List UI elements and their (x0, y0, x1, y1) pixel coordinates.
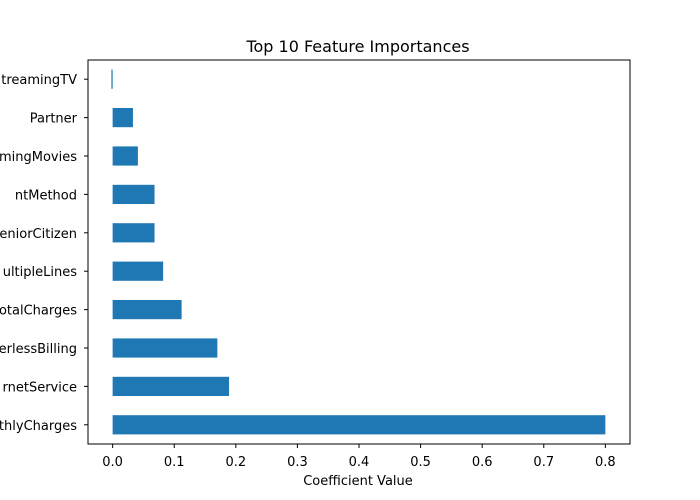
plot-frame (87, 59, 631, 445)
bar-multiplelines (112, 261, 164, 281)
y-tick-label: thlyCharges (0, 419, 77, 434)
bar-internetservice (112, 376, 230, 396)
y-tick-label: otalCharges (0, 304, 77, 319)
x-tick-label: 0.4 (349, 455, 370, 470)
bar-streamingtv (111, 69, 113, 89)
chart-title: Top 10 Feature Importances (245, 37, 469, 56)
bar-totalcharges (112, 300, 182, 320)
x-tick-label: 0.8 (595, 455, 616, 470)
y-tick-label: ultipleLines (3, 265, 78, 280)
y-axis: thlyCharges rnetService erlessBilling otalC… (0, 73, 88, 434)
bar-monthlycharges (112, 415, 606, 435)
x-tick-label: 0.2 (225, 455, 246, 470)
x-tick-label: 0.5 (410, 455, 431, 470)
bar-paperlessbilling (112, 338, 218, 358)
x-axis: 0.0 0.1 0.2 0.3 0.4 0.5 0.6 0.7 0.8 (102, 444, 616, 470)
x-tick-label: 0.7 (533, 455, 554, 470)
y-tick-label: Partner (30, 112, 78, 127)
y-tick-label: mingMovies (0, 150, 77, 165)
bars-group (111, 69, 606, 435)
bar-paymentmethod (112, 184, 155, 204)
x-axis-label: Coefficient Value (303, 474, 413, 489)
y-tick-label: rnetService (3, 380, 78, 395)
bar-partner (112, 108, 133, 128)
y-tick-label: erlessBilling (0, 342, 77, 357)
y-tick-label: eniorCitizen (0, 227, 77, 242)
y-tick-label: ntMethod (15, 188, 77, 203)
x-tick-label: 0.6 (472, 455, 493, 470)
x-tick-label: 0.1 (164, 455, 185, 470)
y-tick-label: treamingTV (1, 73, 77, 88)
x-tick-label: 0.3 (287, 455, 308, 470)
bar-seniorcitizen (112, 223, 155, 243)
x-tick-label: 0.0 (102, 455, 123, 470)
bar-streamingmovies (112, 146, 138, 166)
